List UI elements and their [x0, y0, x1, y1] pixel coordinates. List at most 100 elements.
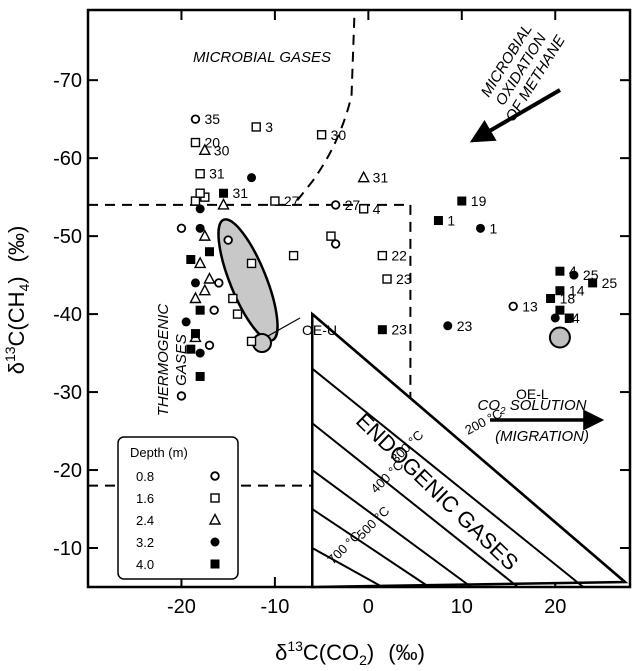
open-square-point — [246, 336, 257, 347]
filled-square-point — [219, 188, 228, 198]
microbial-gases-label: MICROBIAL GASES — [193, 49, 331, 66]
point-label: 19 — [471, 193, 487, 209]
temperature-isoline-2 — [311, 469, 472, 588]
open-square-point — [326, 231, 336, 241]
filled-square-point — [433, 216, 443, 226]
open-circle-point — [190, 114, 201, 124]
oe-u-leader — [267, 317, 301, 337]
y-tick-label: -10 — [53, 538, 82, 560]
legend-label-1: 1.6 — [136, 491, 154, 506]
open-circle-point — [214, 278, 224, 288]
open-square-point — [190, 196, 201, 206]
point-label: 23 — [391, 322, 407, 338]
legend-title: Depth (m) — [130, 445, 188, 460]
filled-square-point — [186, 344, 196, 354]
x-tick-label: 20 — [544, 596, 566, 618]
filled-circle-point — [195, 204, 205, 214]
legend-label-2: 2.4 — [136, 513, 154, 528]
filled-square-point — [546, 294, 556, 303]
temperature-isoline-200 — [311, 313, 626, 583]
open-square-point — [246, 258, 257, 269]
oxidation-arrow — [469, 88, 562, 143]
point-label: 22 — [391, 248, 407, 264]
point-label: 25 — [602, 275, 618, 291]
filled-circle-point — [195, 348, 205, 358]
legend-marker-filled-circle — [210, 537, 220, 547]
y-tick-label: -60 — [53, 148, 82, 170]
legend-box — [117, 436, 239, 580]
x-tick-label: 0 — [363, 596, 374, 618]
open-triangle-point — [198, 143, 211, 156]
open-triangle-point — [357, 170, 370, 183]
thermogenic-label: THERMOGENIC GASES — [155, 304, 190, 417]
point-label: 4 — [569, 263, 577, 279]
filled-square-point — [457, 196, 467, 206]
filled-circle-point — [195, 223, 205, 233]
open-square-point — [251, 122, 261, 132]
open-square-point — [228, 293, 238, 304]
y-tick-label: -30 — [53, 382, 82, 404]
filled-circle-point — [443, 321, 453, 331]
y-axis-title: δ13C(CH4)(‰) — [2, 226, 32, 375]
filled-circle-point — [190, 278, 200, 288]
temperature-isoline-4 — [311, 547, 383, 588]
oe-l-label: OE-L — [516, 386, 549, 402]
point-label: 27 — [345, 197, 361, 213]
point-label: 23 — [396, 271, 412, 287]
point-label: 30 — [214, 142, 230, 158]
point-label: 1 — [447, 213, 455, 229]
x-tick-label: -10 — [260, 596, 289, 618]
open-square-point — [358, 204, 369, 214]
co2-solution-label: CO2 SOLUTION — [478, 397, 587, 417]
legend-label-4: 4.0 — [136, 557, 154, 572]
open-square-point — [270, 196, 280, 206]
legend-label-3: 3.2 — [136, 535, 154, 550]
temperature-isoline-1 — [311, 422, 519, 588]
x-tick-label: 10 — [451, 596, 473, 618]
point-label: 35 — [204, 111, 220, 127]
open-circle-point — [508, 301, 518, 311]
point-label: 18 — [560, 291, 576, 307]
open-circle-point — [176, 223, 187, 234]
open-triangle-point — [217, 197, 230, 210]
legend-marker-open-square — [210, 493, 220, 503]
point-label: 31 — [373, 170, 389, 186]
temperature-isoline-0 — [311, 367, 584, 588]
y-tick-label: -50 — [53, 226, 82, 248]
legend-label-0: 0.8 — [136, 469, 154, 484]
open-square-point — [382, 274, 392, 284]
open-circle-point — [330, 200, 341, 210]
y-tick-label: -70 — [53, 70, 82, 92]
oxidation-label: MICROBIAL OXIDATION OF METHANE — [478, 21, 570, 125]
x-tick-label: -20 — [167, 596, 196, 618]
open-triangle-point — [203, 272, 216, 284]
filled-circle-point — [247, 173, 257, 183]
open-square-point — [190, 137, 201, 148]
y-tick-label: -20 — [53, 460, 82, 482]
filled-square-point — [555, 266, 565, 276]
oe-u-ellipse — [217, 218, 279, 342]
open-square-point — [377, 250, 388, 261]
point-label: 23 — [457, 318, 473, 334]
legend-marker-filled-square — [210, 559, 220, 569]
legend-marker-open-triangle — [208, 512, 222, 525]
y-tick-label: -40 — [53, 304, 82, 326]
filled-square-point — [195, 305, 205, 315]
point-label: 31 — [233, 185, 249, 201]
point-label: 1 — [489, 220, 497, 236]
open-triangle-point — [189, 291, 202, 304]
filled-square-point — [564, 313, 574, 323]
filled-square-point — [555, 286, 565, 296]
filled-circle-point — [550, 313, 560, 323]
point-label: 3 — [265, 119, 273, 135]
open-square-point — [288, 250, 299, 261]
svg-text:GASES: GASES — [173, 334, 190, 386]
open-square-point — [195, 169, 205, 179]
filled-circle-point — [181, 317, 191, 327]
migration-label: (MIGRATION) — [495, 428, 589, 445]
open-circle-point — [209, 305, 219, 315]
point-label: 30 — [331, 127, 347, 143]
regions — [88, 17, 629, 589]
x-axis-title: δ13C(CO2) (‰) — [275, 638, 425, 668]
